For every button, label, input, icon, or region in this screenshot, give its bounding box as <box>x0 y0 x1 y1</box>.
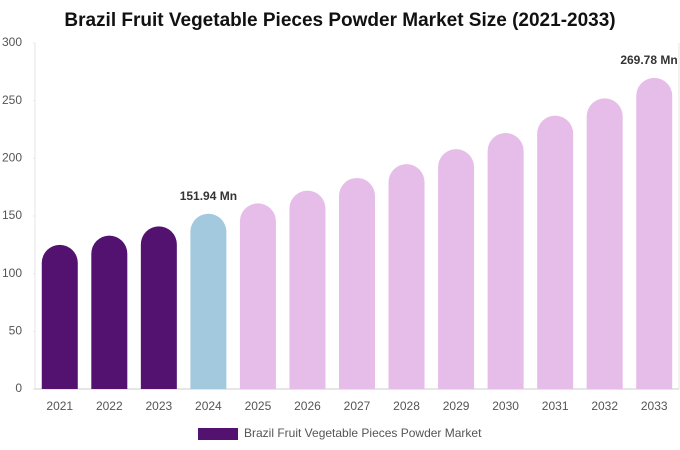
chart-title: Brazil Fruit Vegetable Pieces Powder Mar… <box>64 10 615 31</box>
x-tick-label: 2025 <box>245 399 272 413</box>
bar <box>91 235 128 389</box>
y-tick-label: 200 <box>2 151 22 165</box>
x-tick-label: 2027 <box>344 399 371 413</box>
bar <box>636 77 673 390</box>
y-tick-label: 250 <box>2 93 22 107</box>
x-tick-label: 2033 <box>641 399 668 413</box>
x-tick-label: 2024 <box>195 399 222 413</box>
x-tick-label: 2026 <box>294 399 321 413</box>
bar <box>586 98 623 390</box>
x-tick-label: 2023 <box>145 399 172 413</box>
y-tick-label: 100 <box>2 266 22 280</box>
bar <box>438 149 475 389</box>
x-tick-label: 2030 <box>492 399 519 413</box>
bar <box>537 115 574 389</box>
bar <box>190 213 227 389</box>
y-tick-label: 50 <box>9 324 23 338</box>
bar <box>41 244 78 389</box>
legend-label: Brazil Fruit Vegetable Pieces Powder Mar… <box>244 426 482 440</box>
value-label: 269.78 Mn <box>620 53 677 67</box>
y-tick-label: 0 <box>15 381 22 395</box>
x-tick-label: 2021 <box>46 399 73 413</box>
x-tick-label: 2028 <box>393 399 420 413</box>
y-tick-label: 300 <box>2 35 22 49</box>
x-tick-label: 2029 <box>443 399 470 413</box>
x-tick-label: 2032 <box>591 399 618 413</box>
bar <box>339 177 375 389</box>
legend-swatch <box>198 428 238 440</box>
value-label: 151.94 Mn <box>180 189 237 203</box>
bar <box>289 190 326 389</box>
bar <box>487 132 524 389</box>
bar <box>140 226 177 389</box>
x-tick-label: 2031 <box>542 399 569 413</box>
y-tick-label: 150 <box>2 208 22 222</box>
x-tick-label: 2022 <box>96 399 123 413</box>
bar <box>239 203 276 389</box>
bar <box>388 164 425 389</box>
